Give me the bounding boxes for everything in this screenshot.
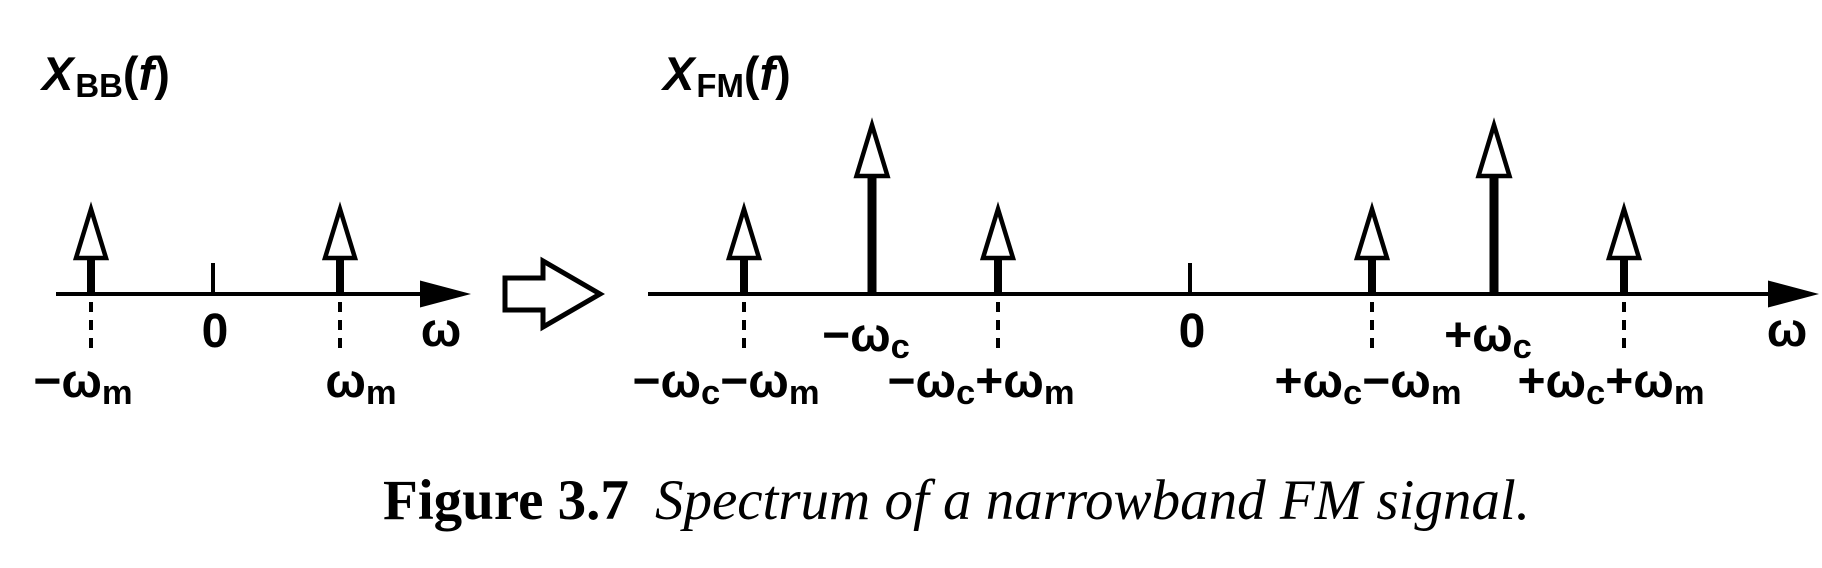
fm-origin-label: 0 xyxy=(1178,305,1206,358)
fm-impulse-label-pos-wc-minus-wm: +ωc−ωm xyxy=(1274,355,1462,412)
fm-title-open-paren: ( xyxy=(743,47,760,100)
maps-to-arrow-icon xyxy=(502,256,605,332)
figure-caption-number: Figure 3.7 xyxy=(383,469,629,532)
fm-impulse-label-pos-wc-plus-wm: +ωc+ωm xyxy=(1517,355,1705,412)
fm-title-subscript: FM xyxy=(696,67,744,105)
fm-impulse-neg-wc-plus-wm xyxy=(979,201,1017,354)
baseband-impulse-label-neg-wm: −ωm xyxy=(33,355,133,412)
baseband-title-argument: f xyxy=(138,47,155,100)
fm-impulse-neg-wc-minus-wm xyxy=(725,201,763,354)
fm-spectrum-diagram xyxy=(648,117,1819,354)
baseband-title: XBB(f) xyxy=(42,50,170,103)
fm-impulse-pos-wc xyxy=(1475,117,1513,292)
baseband-axis-arrowhead-icon xyxy=(420,280,471,308)
fm-impulse-label-neg-wc: −ωc xyxy=(822,309,910,366)
baseband-axis-label: ω xyxy=(420,304,462,357)
figure-caption: Figure 3.7 Spectrum of a narrowband FM si… xyxy=(383,471,1530,531)
fm-axis-arrowhead-icon xyxy=(1768,280,1819,308)
baseband-title-open-paren: ( xyxy=(122,47,139,100)
baseband-title-symbol: X xyxy=(42,47,74,100)
baseband-title-subscript: BB xyxy=(75,67,123,105)
fm-impulse-label-neg-wc-plus-wm: −ωc+ωm xyxy=(887,355,1075,412)
baseband-impulse-pos-wm xyxy=(321,201,359,354)
fm-impulse-label-neg-wc-minus-wm: −ωc−ωm xyxy=(632,355,820,412)
fm-title: XFM(f) xyxy=(663,50,791,103)
fm-title-argument: f xyxy=(759,47,776,100)
baseband-impulse-label-pos-wm: ωm xyxy=(325,355,397,412)
baseband-impulse-neg-wm xyxy=(72,201,110,354)
fm-impulse-neg-wc xyxy=(853,117,891,292)
fm-impulse-label-pos-wc: +ωc xyxy=(1444,309,1532,366)
figure-caption-text: Spectrum of a narrowband FM signal. xyxy=(654,469,1530,532)
fm-impulse-pos-wc-plus-wm xyxy=(1605,201,1643,354)
fm-axis-label: ω xyxy=(1766,304,1808,357)
baseband-title-close-paren: ) xyxy=(154,47,170,100)
baseband-spectrum-diagram xyxy=(56,201,471,354)
fm-impulse-pos-wc-minus-wm xyxy=(1353,201,1391,354)
baseband-origin-label: 0 xyxy=(201,305,229,358)
fm-title-close-paren: ) xyxy=(775,47,791,100)
fm-title-symbol: X xyxy=(663,47,695,100)
